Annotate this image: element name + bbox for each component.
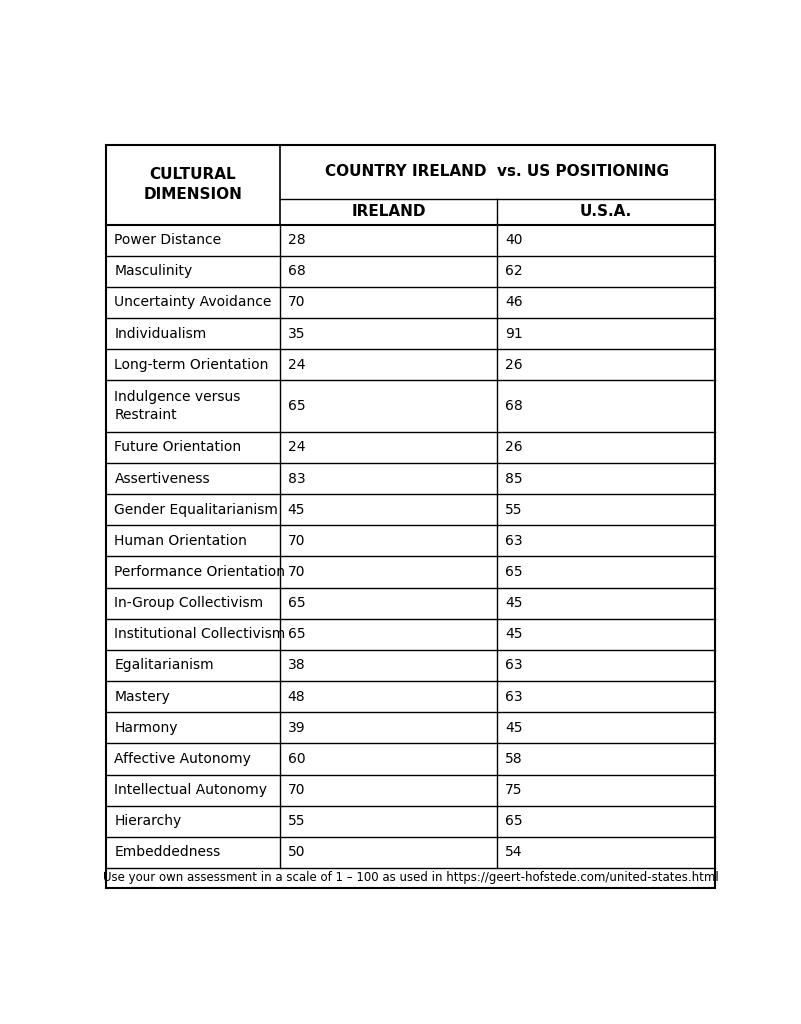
Text: Gender Equalitarianism: Gender Equalitarianism (115, 503, 278, 517)
Text: 48: 48 (288, 689, 305, 703)
Text: 55: 55 (288, 814, 305, 828)
Text: Embeddedness: Embeddedness (115, 846, 220, 859)
Text: 83: 83 (288, 471, 305, 485)
Text: 45: 45 (505, 721, 523, 735)
Text: Institutional Collectivism: Institutional Collectivism (115, 628, 286, 641)
Text: 70: 70 (288, 296, 305, 309)
Text: 75: 75 (505, 783, 523, 797)
Text: 70: 70 (288, 783, 305, 797)
Text: Human Orientation: Human Orientation (115, 534, 248, 548)
Text: Harmony: Harmony (115, 721, 178, 735)
Text: Masculinity: Masculinity (115, 264, 193, 279)
Text: Affective Autonomy: Affective Autonomy (115, 752, 252, 766)
Text: 68: 68 (505, 399, 523, 413)
Text: 85: 85 (505, 471, 523, 485)
Text: Uncertainty Avoidance: Uncertainty Avoidance (115, 296, 272, 309)
Text: 45: 45 (505, 596, 523, 610)
Text: 65: 65 (288, 628, 305, 641)
Text: 38: 38 (288, 658, 305, 673)
Text: 65: 65 (505, 814, 523, 828)
Text: 35: 35 (288, 327, 305, 341)
Text: 63: 63 (505, 658, 523, 673)
Text: 70: 70 (288, 534, 305, 548)
Text: 58: 58 (505, 752, 523, 766)
Text: Future Orientation: Future Orientation (115, 440, 242, 455)
Text: IRELAND: IRELAND (351, 204, 425, 219)
Text: Intellectual Autonomy: Intellectual Autonomy (115, 783, 268, 797)
Text: 26: 26 (505, 357, 523, 372)
Text: 65: 65 (288, 596, 305, 610)
Text: Long-term Orientation: Long-term Orientation (115, 357, 269, 372)
Text: Performance Orientation: Performance Orientation (115, 565, 285, 579)
Text: 26: 26 (505, 440, 523, 455)
Text: Power Distance: Power Distance (115, 233, 222, 247)
Text: Egalitarianism: Egalitarianism (115, 658, 214, 673)
Text: 62: 62 (505, 264, 523, 279)
Text: 70: 70 (288, 565, 305, 579)
Text: 28: 28 (288, 233, 305, 247)
Text: 68: 68 (288, 264, 305, 279)
Text: 55: 55 (505, 503, 523, 517)
Text: 63: 63 (505, 534, 523, 548)
Text: 63: 63 (505, 689, 523, 703)
Text: Hierarchy: Hierarchy (115, 814, 182, 828)
Text: 45: 45 (505, 628, 523, 641)
Text: In-Group Collectivism: In-Group Collectivism (115, 596, 264, 610)
Text: 60: 60 (288, 752, 305, 766)
Text: COUNTRY IRELAND  vs. US POSITIONING: COUNTRY IRELAND vs. US POSITIONING (325, 164, 669, 179)
Text: Assertiveness: Assertiveness (115, 471, 210, 485)
Text: 50: 50 (288, 846, 305, 859)
Text: 40: 40 (505, 233, 523, 247)
Text: 45: 45 (288, 503, 305, 517)
Text: Use your own assessment in a scale of 1 – 100 as used in https://geert-hofstede.: Use your own assessment in a scale of 1 … (103, 870, 718, 884)
Text: 46: 46 (505, 296, 523, 309)
Text: 65: 65 (505, 565, 523, 579)
Text: 54: 54 (505, 846, 523, 859)
Text: Mastery: Mastery (115, 689, 170, 703)
Text: 24: 24 (288, 357, 305, 372)
Text: Indulgence versus
Restraint: Indulgence versus Restraint (115, 390, 241, 422)
Text: 91: 91 (505, 327, 523, 341)
Text: 24: 24 (288, 440, 305, 455)
Text: 65: 65 (288, 399, 305, 413)
Text: U.S.A.: U.S.A. (580, 204, 632, 219)
Text: Individualism: Individualism (115, 327, 207, 341)
Text: CULTURAL
DIMENSION: CULTURAL DIMENSION (143, 167, 243, 202)
Text: 39: 39 (288, 721, 305, 735)
